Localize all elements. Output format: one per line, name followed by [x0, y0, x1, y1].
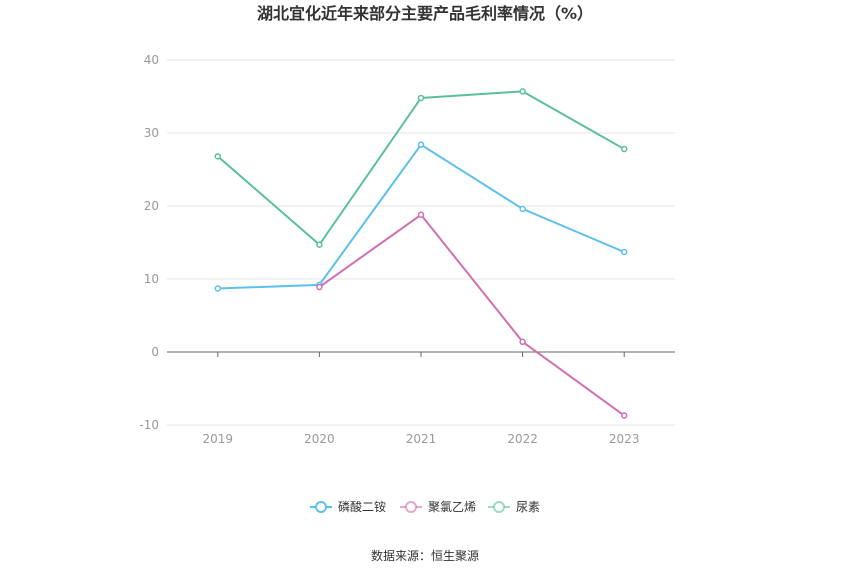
y-tick-label: 30 — [144, 126, 159, 140]
legend-marker — [405, 501, 417, 513]
data-point[interactable] — [519, 338, 526, 346]
data-point[interactable] — [417, 141, 425, 148]
data-point[interactable] — [519, 88, 526, 95]
series-lines — [214, 88, 628, 419]
data-point[interactable] — [620, 412, 628, 419]
series-1 — [316, 211, 628, 419]
legend-marker — [493, 501, 505, 513]
legend-item[interactable]: 磷酸二铵 — [310, 499, 386, 514]
source-note: 数据来源：恒生聚源 — [371, 548, 479, 563]
y-tick-label: 0 — [151, 345, 159, 359]
series-line — [217, 90, 625, 247]
grid — [167, 59, 675, 426]
series-line — [318, 213, 625, 417]
x-tick-label: 2019 — [203, 432, 234, 446]
x-tick-label: 2023 — [609, 432, 640, 446]
data-point[interactable] — [620, 145, 628, 153]
data-point[interactable] — [519, 205, 526, 213]
series-0 — [214, 141, 628, 292]
x-axis: 2019 2020 2021 2022 2023 — [167, 351, 675, 446]
legend-item[interactable]: 聚氯乙烯 — [400, 500, 476, 514]
data-point[interactable] — [417, 211, 425, 219]
data-point[interactable] — [214, 285, 222, 292]
y-tick-label: 10 — [144, 272, 159, 286]
data-point[interactable] — [214, 153, 222, 160]
data-point[interactable] — [620, 248, 628, 256]
data-point[interactable] — [316, 283, 323, 291]
legend-label: 尿素 — [516, 500, 540, 514]
chart-title: 湖北宜化近年来部分主要产品毛利率情况（%） — [257, 4, 593, 23]
data-point[interactable] — [316, 241, 323, 248]
data-point[interactable] — [417, 94, 425, 102]
series-2 — [214, 88, 628, 248]
x-tick-label: 2021 — [406, 432, 437, 446]
x-tick-label: 2022 — [507, 432, 538, 446]
legend-label: 聚氯乙烯 — [428, 500, 476, 514]
y-tick-label: 40 — [144, 53, 159, 67]
legend[interactable]: 磷酸二铵 聚氯乙烯 尿素 — [310, 499, 540, 514]
y-tick-label: -10 — [139, 418, 159, 432]
legend-marker — [315, 501, 327, 513]
y-tick-label: 20 — [144, 199, 159, 213]
x-tick-label: 2020 — [304, 432, 335, 446]
legend-item[interactable]: 尿素 — [488, 500, 540, 514]
legend-label: 磷酸二铵 — [338, 499, 386, 514]
y-axis: -10 0 10 20 30 40 — [139, 53, 159, 432]
